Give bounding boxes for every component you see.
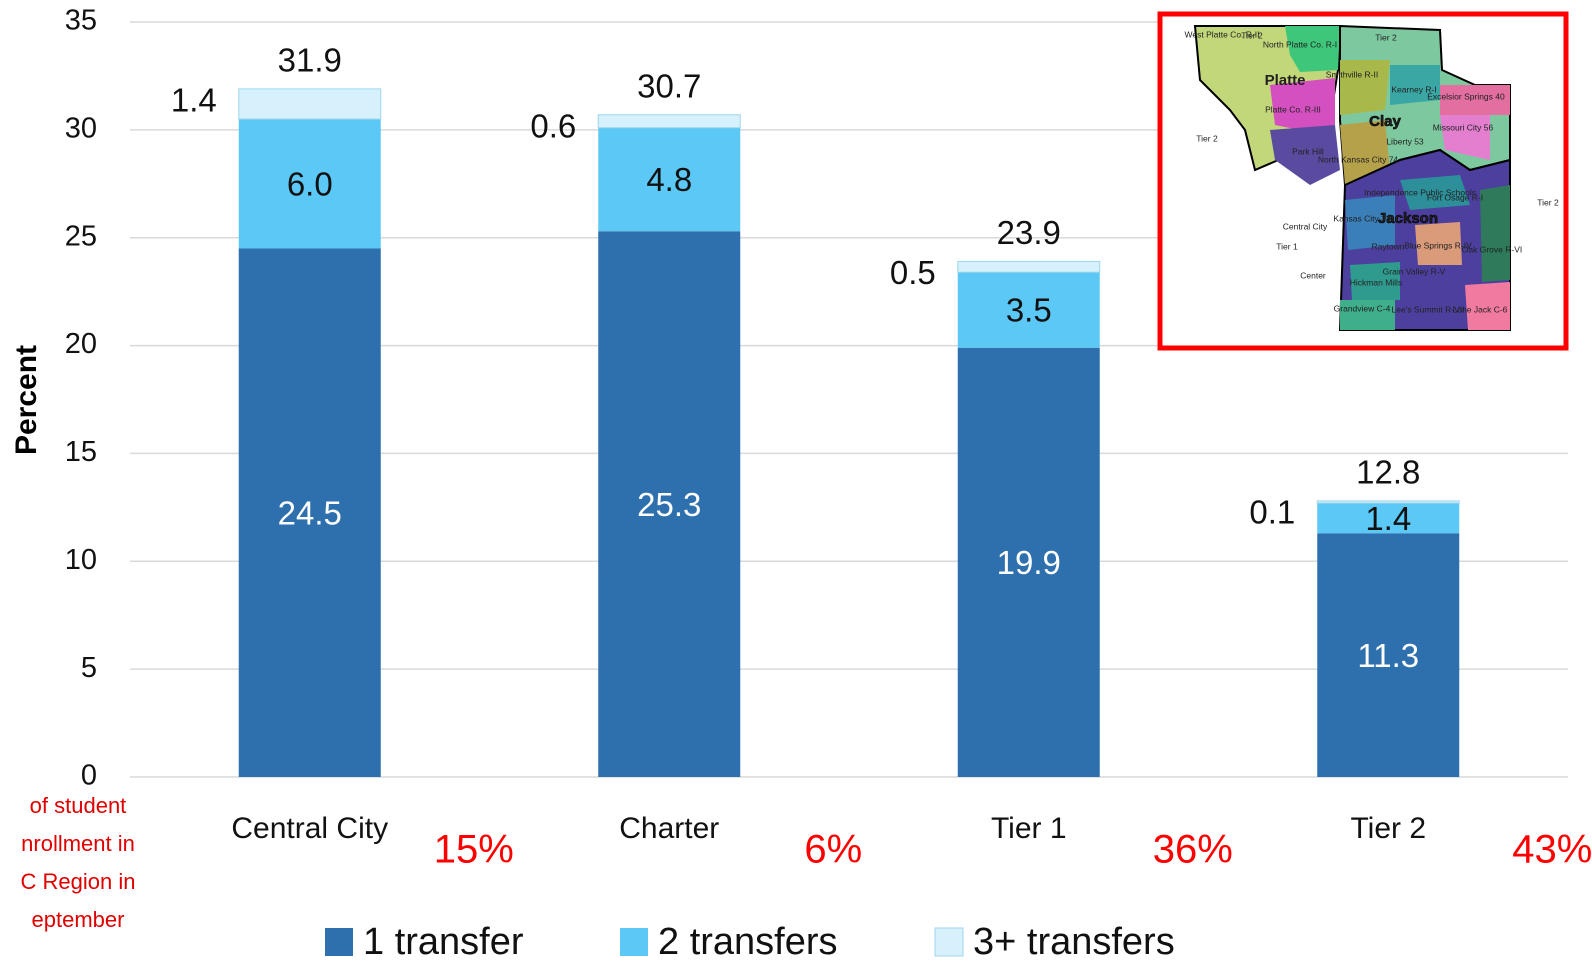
y-tick-label: 15 [65, 436, 97, 468]
data-label: 0.6 [530, 107, 576, 144]
legend-label: 1 transfer [363, 921, 524, 963]
total-label: 30.7 [637, 67, 701, 104]
data-label: 3.5 [1006, 292, 1052, 329]
total-label: 31.9 [278, 42, 342, 79]
x-tick-label: Tier 1 [991, 812, 1067, 845]
note-line: nrollment in [21, 831, 135, 856]
data-label: 6.0 [287, 166, 333, 203]
y-tick-label: 20 [65, 328, 97, 360]
map-label: Tier 2 [1196, 133, 1218, 143]
x-tick-label: Tier 2 [1350, 812, 1426, 845]
map-label: Fort Osage R-I [1427, 192, 1483, 202]
map-label: Hickman Mills [1350, 277, 1402, 287]
map-label: Missouri City 56 [1433, 122, 1494, 132]
map-label: Oak Grove R-VI [1462, 244, 1522, 254]
enrollment-share: 36% [1153, 828, 1233, 872]
x-tick-label: Central City [231, 812, 388, 845]
enrollment-share: 6% [804, 828, 862, 872]
note-line: C Region in [21, 869, 136, 894]
bar-segment [598, 115, 740, 128]
data-label: 1.4 [171, 82, 217, 119]
bar-segment [239, 89, 381, 119]
map-label: Tier 1 [1276, 241, 1298, 251]
map-label: Clay [1369, 113, 1401, 130]
data-label: 11.3 [1357, 637, 1419, 674]
legend-swatch [620, 928, 648, 956]
y-tick-label: 0 [81, 760, 97, 792]
data-label: 0.5 [890, 254, 936, 291]
district [1480, 185, 1510, 282]
y-axis-title: Percent [10, 345, 43, 455]
map-label: Liberty 53 [1386, 136, 1424, 146]
data-label: 24.5 [278, 494, 342, 531]
y-tick-label: 25 [65, 220, 97, 252]
data-label: 4.8 [646, 161, 692, 198]
map-label: Tier 2 [1375, 32, 1397, 42]
map-label: Platte [1265, 72, 1306, 89]
total-label: 12.8 [1356, 454, 1420, 491]
map-label: Platte Co. R-III [1265, 104, 1321, 114]
map-label: Central City [1283, 221, 1328, 231]
chart: Percent West Platte Co. R-IINorth Platte… [0, 0, 1592, 980]
bar-segment [1317, 501, 1459, 503]
bar-segment [958, 261, 1100, 272]
map-label: Grain Valley R-V [1383, 266, 1446, 276]
map-label: Raytown [1371, 241, 1404, 251]
enrollment-share: 43% [1512, 828, 1592, 872]
y-tick-label: 5 [81, 652, 97, 684]
page: {"chart_data": { "type": "stacked_bar", … [0, 0, 1592, 980]
note-line: eptember [32, 907, 125, 932]
y-tick-label: 30 [65, 113, 97, 145]
map-label: Tier 2 [1537, 197, 1559, 207]
map-label: Lone Jack C-6 [1453, 304, 1508, 314]
map-label: Smithville R-II [1326, 69, 1378, 79]
legend-swatch [325, 928, 353, 956]
note-line: of student [30, 793, 127, 818]
district [1340, 60, 1390, 115]
map-label: Kansas City 33 [1333, 213, 1390, 223]
map-label: North Kansas City 74 [1318, 154, 1399, 164]
y-tick-label: 10 [65, 544, 97, 576]
data-label: 1.4 [1365, 500, 1411, 537]
data-label: 0.1 [1249, 494, 1295, 531]
legend-swatch [935, 928, 963, 956]
enrollment-share: 15% [434, 828, 514, 872]
y-tick-label: 35 [65, 5, 97, 37]
legend-label: 2 transfers [658, 921, 838, 963]
map-label: North Platte Co. R-I [1263, 39, 1337, 49]
data-label: 19.9 [997, 544, 1061, 581]
total-label: 23.9 [997, 214, 1061, 251]
map-label: Center [1300, 270, 1326, 280]
map-label: Excelsior Springs 40 [1427, 91, 1505, 101]
map-label: Tier 2 [1241, 30, 1263, 40]
data-label: 25.3 [637, 486, 701, 523]
map-label: Grandview C-4 [1334, 303, 1391, 313]
legend-label: 3+ transfers [973, 921, 1175, 963]
x-tick-label: Charter [619, 812, 719, 845]
